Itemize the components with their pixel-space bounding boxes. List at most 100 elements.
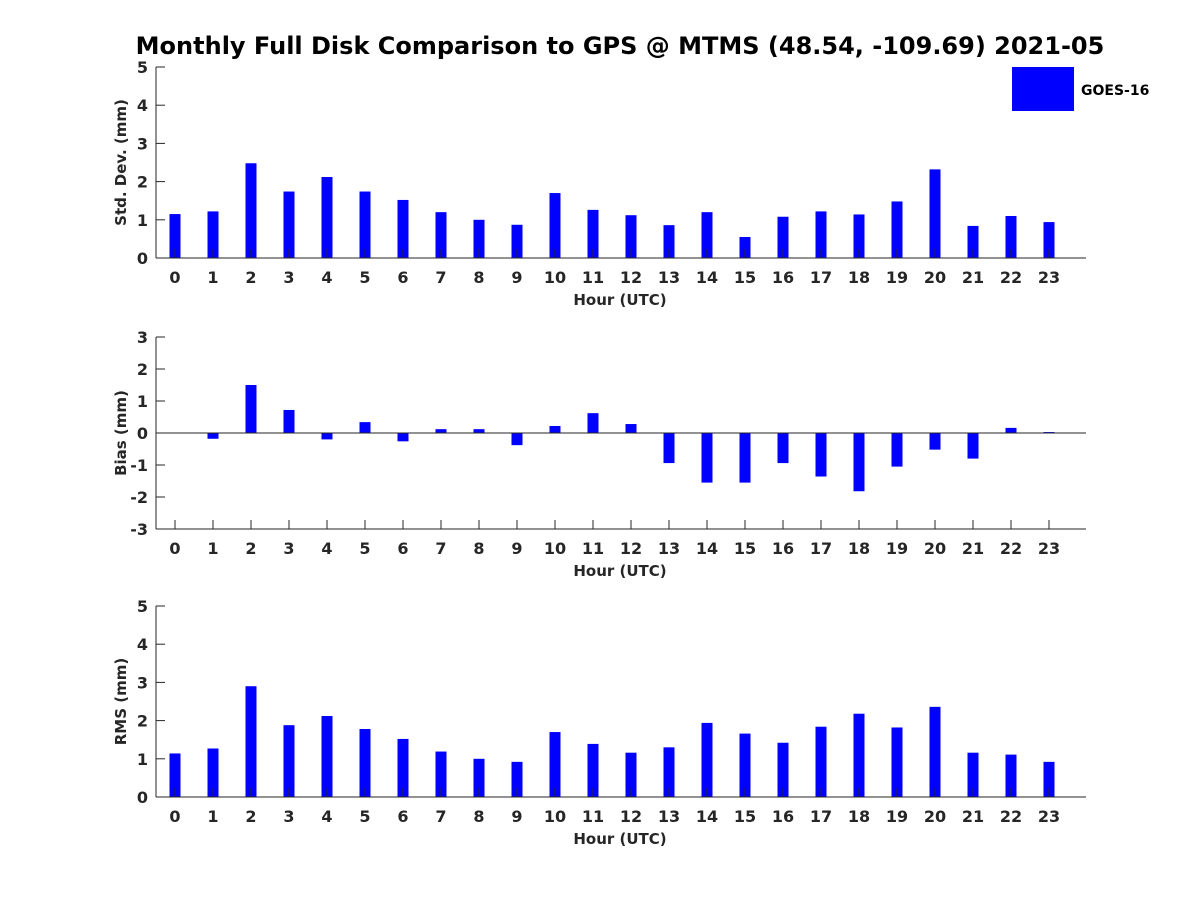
x-tick-label: 23 bbox=[1038, 268, 1060, 287]
bar bbox=[625, 424, 637, 433]
bar bbox=[701, 722, 713, 797]
x-tick-label: 0 bbox=[169, 807, 180, 826]
bar bbox=[929, 433, 941, 450]
x-tick-label: 16 bbox=[772, 268, 794, 287]
bar bbox=[245, 385, 257, 433]
x-tick-label: 7 bbox=[435, 807, 446, 826]
bar bbox=[815, 433, 827, 477]
x-tick-label: 20 bbox=[924, 807, 946, 826]
bar bbox=[435, 751, 447, 797]
x-axis-label: Hour (UTC) bbox=[573, 830, 666, 848]
bar bbox=[891, 727, 903, 797]
bar bbox=[359, 729, 371, 797]
x-tick-label: 14 bbox=[696, 807, 718, 826]
x-tick-label: 21 bbox=[962, 807, 984, 826]
x-tick-label: 12 bbox=[620, 268, 642, 287]
x-tick-label: 19 bbox=[886, 807, 908, 826]
bar bbox=[473, 219, 485, 258]
x-tick-label: 15 bbox=[734, 807, 756, 826]
x-tick-label: 22 bbox=[1000, 268, 1022, 287]
x-tick-label: 11 bbox=[582, 807, 604, 826]
x-tick-label: 2 bbox=[245, 807, 256, 826]
x-tick-label: 23 bbox=[1038, 807, 1060, 826]
bar bbox=[663, 747, 675, 797]
bar bbox=[207, 433, 219, 439]
bar bbox=[511, 224, 523, 258]
bar bbox=[777, 216, 789, 258]
y-tick-label: 5 bbox=[137, 58, 148, 77]
x-tick-label: 22 bbox=[1000, 807, 1022, 826]
x-tick-label: 15 bbox=[734, 268, 756, 287]
bar bbox=[321, 716, 333, 797]
y-axis-label: Std. Dev. (mm) bbox=[112, 99, 130, 226]
x-tick-label: 2 bbox=[245, 268, 256, 287]
y-tick-label: 0 bbox=[137, 788, 148, 807]
y-tick-label: 2 bbox=[137, 712, 148, 731]
bar bbox=[1005, 215, 1017, 258]
x-tick-label: 14 bbox=[696, 539, 718, 558]
x-tick-label: 6 bbox=[397, 268, 408, 287]
x-tick-label: 20 bbox=[924, 268, 946, 287]
bar bbox=[967, 752, 979, 797]
x-tick-label: 19 bbox=[886, 539, 908, 558]
x-tick-label: 14 bbox=[696, 268, 718, 287]
legend-label: GOES-16 bbox=[1081, 83, 1149, 99]
y-tick-label: 3 bbox=[137, 134, 148, 153]
bar bbox=[701, 212, 713, 258]
x-tick-label: 13 bbox=[658, 807, 680, 826]
y-tick-label: 1 bbox=[137, 392, 148, 411]
x-tick-label: 11 bbox=[582, 539, 604, 558]
bar bbox=[929, 706, 941, 797]
bar bbox=[473, 429, 485, 433]
bar bbox=[245, 686, 257, 797]
x-tick-label: 10 bbox=[544, 268, 566, 287]
bar bbox=[549, 425, 561, 433]
x-tick-label: 17 bbox=[810, 807, 832, 826]
bar bbox=[321, 433, 333, 440]
x-tick-label: 13 bbox=[658, 268, 680, 287]
x-tick-label: 8 bbox=[473, 539, 484, 558]
x-tick-label: 5 bbox=[359, 539, 370, 558]
y-tick-label: 3 bbox=[137, 673, 148, 692]
x-tick-label: 12 bbox=[620, 539, 642, 558]
bar bbox=[777, 742, 789, 797]
x-tick-label: 20 bbox=[924, 539, 946, 558]
x-tick-label: 2 bbox=[245, 539, 256, 558]
x-tick-label: 1 bbox=[207, 268, 218, 287]
x-tick-label: 18 bbox=[848, 539, 870, 558]
x-tick-label: 3 bbox=[283, 807, 294, 826]
bar bbox=[815, 726, 827, 797]
bar bbox=[853, 214, 865, 258]
x-tick-label: 8 bbox=[473, 807, 484, 826]
bar bbox=[967, 225, 979, 258]
y-tick-label: -1 bbox=[130, 456, 148, 475]
bar bbox=[435, 429, 447, 433]
x-tick-label: 3 bbox=[283, 539, 294, 558]
bar bbox=[207, 211, 219, 258]
bar bbox=[245, 163, 257, 258]
bar bbox=[853, 713, 865, 797]
x-tick-label: 21 bbox=[962, 539, 984, 558]
legend: GOES-16 bbox=[1012, 67, 1149, 111]
bar bbox=[169, 214, 181, 258]
bar bbox=[1005, 754, 1017, 797]
bar bbox=[891, 201, 903, 258]
bar bbox=[967, 433, 979, 459]
x-tick-label: 4 bbox=[321, 807, 332, 826]
y-tick-label: 3 bbox=[137, 328, 148, 347]
bar bbox=[549, 732, 561, 797]
x-tick-label: 10 bbox=[544, 539, 566, 558]
x-tick-label: 10 bbox=[544, 807, 566, 826]
bar bbox=[397, 199, 409, 258]
bar bbox=[435, 212, 447, 258]
x-tick-label: 21 bbox=[962, 268, 984, 287]
y-tick-label: 0 bbox=[137, 424, 148, 443]
legend-swatch bbox=[1012, 67, 1074, 111]
x-tick-label: 0 bbox=[169, 539, 180, 558]
bar bbox=[853, 433, 865, 492]
bar bbox=[207, 748, 219, 797]
